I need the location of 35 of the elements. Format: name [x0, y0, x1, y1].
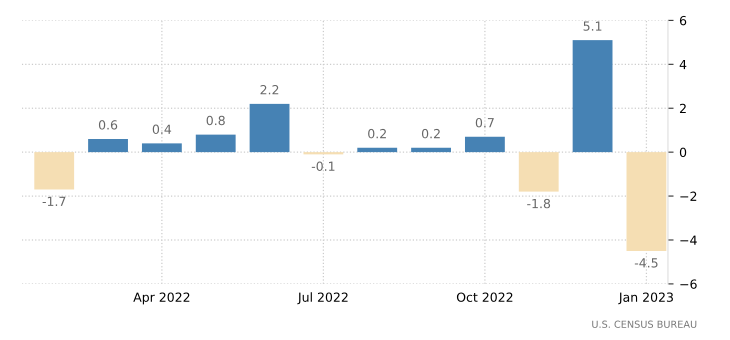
x-tick-label: Oct 2022: [456, 292, 512, 302]
y-tick-label: 6: [680, 16, 686, 26]
y-tick-label: 2: [680, 104, 686, 113]
y-tick-label: 0: [680, 148, 686, 158]
data-label: -4.5: [634, 258, 658, 268]
data-label: 2.2: [260, 85, 278, 94]
bar: [464, 136, 505, 152]
x-tick-label: Jan 2023: [618, 292, 673, 304]
data-label: -0.1: [312, 162, 334, 171]
data-label: 0.6: [98, 120, 118, 130]
data-label: -1.7: [42, 196, 66, 206]
x-tick-label: Apr 2022: [133, 292, 190, 304]
bar: [626, 152, 666, 251]
bar: [572, 40, 612, 152]
data-label: 0.4: [152, 124, 172, 134]
y-tick-label: 4: [680, 60, 686, 70]
y-tick-label: −4: [680, 236, 697, 245]
bar: [357, 148, 398, 152]
data-label: 5.1: [584, 22, 602, 31]
data-label: 0.8: [206, 116, 225, 126]
bar: [518, 152, 559, 192]
data-label: 0.2: [368, 128, 386, 138]
data-label: 0.7: [476, 118, 494, 128]
bar: [34, 152, 74, 190]
bar: [142, 143, 182, 152]
text: U.S. CENSUS BUREAU: [592, 320, 696, 328]
x-tick-label: Jul 2022: [297, 292, 348, 304]
bar: [411, 148, 451, 152]
y-tick-label: −2: [680, 192, 696, 201]
bar: [196, 134, 236, 152]
data-label: -1.8: [527, 198, 550, 208]
data-label: 0.2: [422, 128, 440, 138]
bar: [88, 138, 128, 152]
y-tick-label: −6: [680, 279, 697, 289]
bar: [250, 104, 290, 152]
